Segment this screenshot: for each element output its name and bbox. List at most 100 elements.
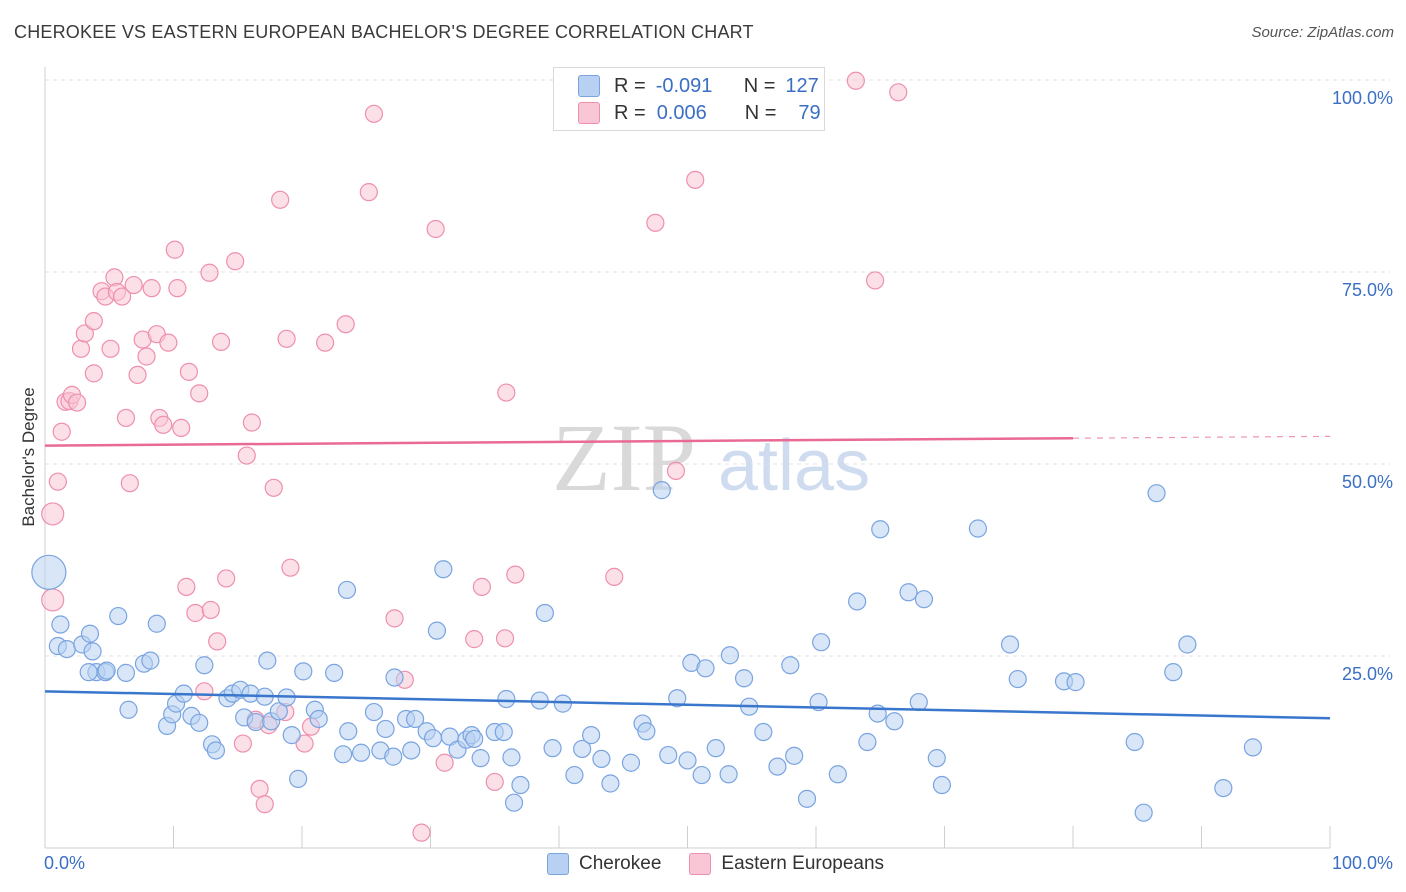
- x-tick-label-max: 100.0%: [1332, 853, 1393, 873]
- cherokee-point-74: [565, 765, 584, 785]
- cherokee-point-49: [384, 747, 403, 766]
- cherokee-point-32: [258, 651, 277, 670]
- legend-r-label: R =: [614, 74, 646, 97]
- cherokee-point-15: [147, 614, 166, 633]
- cherokee-point-120: [1164, 663, 1183, 682]
- eastern-europeans-point-58: [336, 315, 355, 334]
- cherokee-point-40: [309, 709, 328, 729]
- cherokee-point-50: [385, 668, 404, 687]
- eastern-europeans-point-40: [211, 332, 231, 351]
- eastern-europeans-point-19: [120, 474, 139, 493]
- eastern-europeans-point-3: [52, 422, 71, 441]
- eastern-europeans-point-35: [190, 384, 209, 403]
- eastern-europeans-point-44: [237, 446, 256, 465]
- eastern-europeans-point-38: [201, 600, 220, 620]
- eastern-europeans-point-75: [686, 170, 705, 189]
- eastern-europeans-point-47: [250, 779, 269, 798]
- eastern-europeans-point-31: [172, 418, 191, 438]
- cherokee-point-44: [337, 580, 357, 600]
- cherokee-point-95: [768, 757, 787, 776]
- eastern-europeans-point-48: [255, 795, 274, 814]
- eastern-europeans-point-72: [605, 567, 624, 586]
- y-tick-labels: 100.0% 75.0% 50.0% 25.0%: [1332, 88, 1393, 684]
- cherokee-point-100: [812, 633, 831, 652]
- legend-label-cherokee: Cherokee: [579, 853, 662, 874]
- cherokee-point-101: [828, 765, 847, 784]
- cherokee-point-52: [402, 741, 421, 760]
- legend-item-cherokee[interactable]: Cherokee: [547, 853, 661, 875]
- cherokee-point-79: [621, 753, 641, 772]
- cherokee-point-57: [434, 560, 453, 579]
- cherokee-point-118: [1134, 803, 1153, 822]
- legend-r-label: R =: [614, 101, 646, 124]
- eastern-europeans-point-67: [472, 577, 491, 596]
- cherokee-point-56: [427, 621, 447, 640]
- eastern-europeans-point-60: [364, 104, 384, 123]
- legend-item-eastern-europeans[interactable]: Eastern Europeans: [689, 853, 884, 875]
- watermark-atlas: atlas: [718, 426, 870, 506]
- cherokee-point-69: [511, 775, 530, 795]
- eastern-europeans-point-8: [71, 339, 91, 358]
- eastern-europeans-point-0: [41, 588, 65, 612]
- eastern-europeans-point-55: [295, 734, 314, 753]
- cherokee-point-62: [465, 729, 484, 749]
- cherokee-point-73: [553, 694, 572, 713]
- cherokee-point-43: [339, 722, 358, 741]
- eastern-europeans-point-51: [271, 190, 290, 209]
- cherokee-point-30: [246, 712, 265, 732]
- cherokee-point-111: [932, 775, 952, 795]
- cherokee-point-121: [1178, 635, 1197, 654]
- cherokee-point-84: [668, 689, 687, 708]
- eastern-europeans-point-77: [866, 271, 885, 290]
- eastern-europeans-point-74: [666, 461, 686, 481]
- cherokee-point-65: [494, 722, 513, 742]
- x-ticks: [44, 826, 1331, 848]
- cherokee-point-41: [325, 663, 344, 682]
- grid-lines: [45, 79, 1390, 657]
- cherokee-point-113: [1000, 635, 1020, 654]
- cherokee-point-75: [573, 739, 592, 759]
- cherokee-point-38: [294, 662, 313, 681]
- eastern-europeans-point-23: [137, 347, 156, 366]
- eastern-europeans-point-33: [179, 362, 199, 381]
- cherokee-point-92: [734, 669, 754, 688]
- cherokee-point-117: [1125, 732, 1144, 752]
- cherokee-point-88: [696, 659, 715, 678]
- cherokee-point-66: [497, 689, 516, 709]
- legend-swatch-cherokee: [547, 853, 569, 875]
- legend-row-cherokee: R = -0.091 N = 127: [578, 73, 819, 99]
- cherokee-point-5: [83, 642, 102, 661]
- cherokee-point-0: [51, 615, 70, 634]
- cherokee-point-14: [141, 651, 160, 670]
- cherokee-point-48: [376, 719, 395, 739]
- cherokee-point-81: [637, 722, 656, 741]
- eastern-europeans-point-76: [846, 71, 865, 90]
- cherokee-point-9: [97, 661, 116, 680]
- cherokee-point-37: [289, 769, 308, 788]
- cherokee-point-71: [535, 603, 554, 623]
- y-axis-label: Bachelor's Degree: [19, 387, 38, 526]
- cherokee-point-78: [601, 774, 620, 793]
- eastern-europeans-point-18: [116, 408, 136, 428]
- cherokee-point-34: [269, 702, 288, 721]
- eastern-europeans-point-78: [889, 83, 908, 102]
- trend-line-eastern-europeans: [44, 436, 1074, 447]
- watermark-zip: ZIP: [552, 404, 696, 511]
- trend-lines: [44, 435, 1331, 720]
- eastern-europeans-point-11: [84, 364, 103, 383]
- cherokee-point-46: [364, 702, 384, 722]
- eastern-europeans-point-20: [124, 275, 143, 295]
- eastern-europeans-point-59: [359, 183, 378, 202]
- eastern-europeans-point-42: [226, 252, 245, 271]
- y-tick-label-50: 50.0%: [1342, 472, 1393, 492]
- correlation-legend: R = -0.091 N = 127 R = 0.006 N = 79: [553, 67, 825, 131]
- cherokee-point-10: [109, 606, 128, 626]
- legend-r-value-cherokee: -0.091: [655, 74, 713, 97]
- legend-r-value-eastern-europeans: 0.006: [656, 101, 707, 124]
- cherokee-point-45: [352, 743, 371, 762]
- eastern-europeans-point-27: [154, 415, 173, 434]
- cherokee-point-116: [1066, 673, 1085, 692]
- cherokee-point-97: [785, 746, 804, 765]
- y-tick-label-75: 75.0%: [1342, 280, 1393, 300]
- eastern-europeans-point-69: [495, 629, 515, 648]
